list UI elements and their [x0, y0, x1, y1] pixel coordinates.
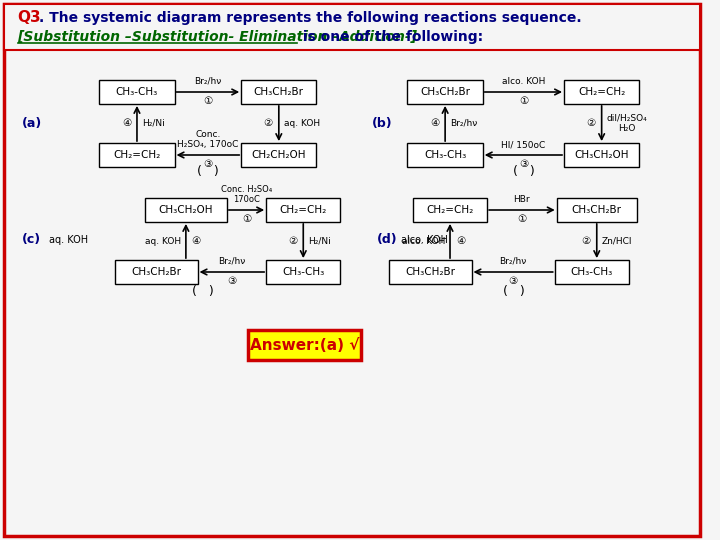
Text: HI/ 150oC: HI/ 150oC: [501, 140, 546, 149]
FancyBboxPatch shape: [413, 198, 487, 222]
Text: CH₃CH₂OH: CH₃CH₂OH: [575, 150, 629, 160]
FancyBboxPatch shape: [408, 143, 483, 167]
Text: ①: ①: [242, 214, 251, 224]
Text: (d): (d): [377, 233, 397, 246]
Text: ①: ①: [203, 96, 212, 106]
Text: Conc.
H₂SO₄, 170oC: Conc. H₂SO₄, 170oC: [177, 130, 238, 149]
Text: CH₃CH₂Br: CH₃CH₂Br: [254, 87, 304, 97]
Text: CH₃CH₂OH: CH₃CH₂OH: [158, 205, 213, 215]
Text: aq. KOH: aq. KOH: [145, 237, 181, 246]
FancyBboxPatch shape: [266, 198, 341, 222]
Text: Zn/HCl: Zn/HCl: [602, 237, 632, 246]
Text: ③: ③: [519, 159, 528, 169]
FancyBboxPatch shape: [241, 80, 317, 104]
Text: CH₃-CH₃: CH₃-CH₃: [571, 267, 613, 277]
FancyBboxPatch shape: [99, 143, 175, 167]
Text: (a): (a): [22, 118, 42, 131]
Text: (c): (c): [22, 233, 40, 246]
FancyBboxPatch shape: [4, 4, 701, 50]
Text: ①: ①: [519, 96, 528, 106]
Text: ④: ④: [122, 118, 131, 129]
Text: alco. KOH: alco. KOH: [502, 77, 545, 86]
Text: CH₃CH₂Br: CH₃CH₂Br: [405, 267, 456, 277]
Text: Br₂/hν: Br₂/hν: [500, 257, 527, 266]
Text: CH₂=CH₂: CH₂=CH₂: [279, 205, 327, 215]
Text: [Substitution –Substitution- Elimination –Addition-]: [Substitution –Substitution- Elimination…: [17, 30, 418, 44]
Text: alco. KOH: alco. KOH: [401, 235, 448, 245]
Text: CH₃-CH₃: CH₃-CH₃: [282, 267, 325, 277]
FancyBboxPatch shape: [99, 80, 175, 104]
FancyBboxPatch shape: [266, 260, 341, 284]
FancyBboxPatch shape: [241, 143, 317, 167]
Text: ③: ③: [508, 276, 518, 286]
Text: ①: ①: [517, 214, 526, 224]
Text: HBr: HBr: [513, 195, 530, 204]
Text: H₂/Ni: H₂/Ni: [142, 119, 165, 128]
Text: is one of the following:: is one of the following:: [298, 30, 484, 44]
FancyBboxPatch shape: [390, 260, 472, 284]
Text: CH₃CH₂Br: CH₃CH₂Br: [132, 267, 181, 277]
Text: ③: ③: [228, 276, 236, 286]
Text: ④: ④: [430, 118, 439, 129]
FancyBboxPatch shape: [557, 198, 637, 222]
Text: ④: ④: [456, 236, 465, 246]
Text: Answer:(a) √: Answer:(a) √: [250, 338, 359, 353]
Text: CH₃-CH₃: CH₃-CH₃: [424, 150, 467, 160]
FancyBboxPatch shape: [248, 330, 361, 360]
Text: aq. KOH: aq. KOH: [284, 119, 320, 128]
FancyBboxPatch shape: [554, 260, 629, 284]
Text: ②: ②: [288, 236, 297, 246]
Text: (   ): ( ): [513, 165, 534, 179]
Text: Conc. H₂SO₄
170oC: Conc. H₂SO₄ 170oC: [221, 185, 272, 204]
Text: CH₃CH₂Br: CH₃CH₂Br: [572, 205, 622, 215]
Text: CH₃-CH₃: CH₃-CH₃: [116, 87, 158, 97]
Text: H₂/Ni: H₂/Ni: [308, 237, 331, 246]
FancyBboxPatch shape: [4, 4, 701, 536]
Text: Br₂/hν: Br₂/hν: [450, 119, 477, 128]
Text: ②: ②: [587, 118, 595, 129]
Text: Br₂/hν: Br₂/hν: [194, 77, 222, 86]
FancyBboxPatch shape: [564, 143, 639, 167]
Text: Br₂/hν: Br₂/hν: [218, 257, 246, 266]
Text: (   ): ( ): [192, 286, 213, 299]
Text: ②: ②: [264, 118, 273, 129]
Text: CH₃CH₂Br: CH₃CH₂Br: [420, 87, 470, 97]
Text: ③: ③: [203, 159, 212, 169]
Text: alco. KOH: alco. KOH: [402, 237, 445, 246]
Text: ②: ②: [582, 236, 591, 246]
Text: CH₂=CH₂: CH₂=CH₂: [113, 150, 161, 160]
Text: . The systemic diagram represents the following reactions sequence.: . The systemic diagram represents the fo…: [39, 11, 582, 25]
FancyBboxPatch shape: [408, 80, 483, 104]
Text: dil/H₂SO₄
H₂O: dil/H₂SO₄ H₂O: [606, 114, 647, 133]
Text: (b): (b): [372, 118, 392, 131]
Text: aq. KOH: aq. KOH: [49, 235, 88, 245]
Text: CH₂=CH₂: CH₂=CH₂: [426, 205, 474, 215]
Text: Q3: Q3: [17, 10, 41, 25]
FancyBboxPatch shape: [115, 260, 197, 284]
Text: (   ): ( ): [197, 165, 218, 179]
Text: CH₂CH₂OH: CH₂CH₂OH: [251, 150, 306, 160]
FancyBboxPatch shape: [564, 80, 639, 104]
FancyBboxPatch shape: [145, 198, 227, 222]
Text: ④: ④: [192, 236, 201, 246]
Text: (   ): ( ): [503, 286, 524, 299]
Text: CH₂=CH₂: CH₂=CH₂: [578, 87, 625, 97]
